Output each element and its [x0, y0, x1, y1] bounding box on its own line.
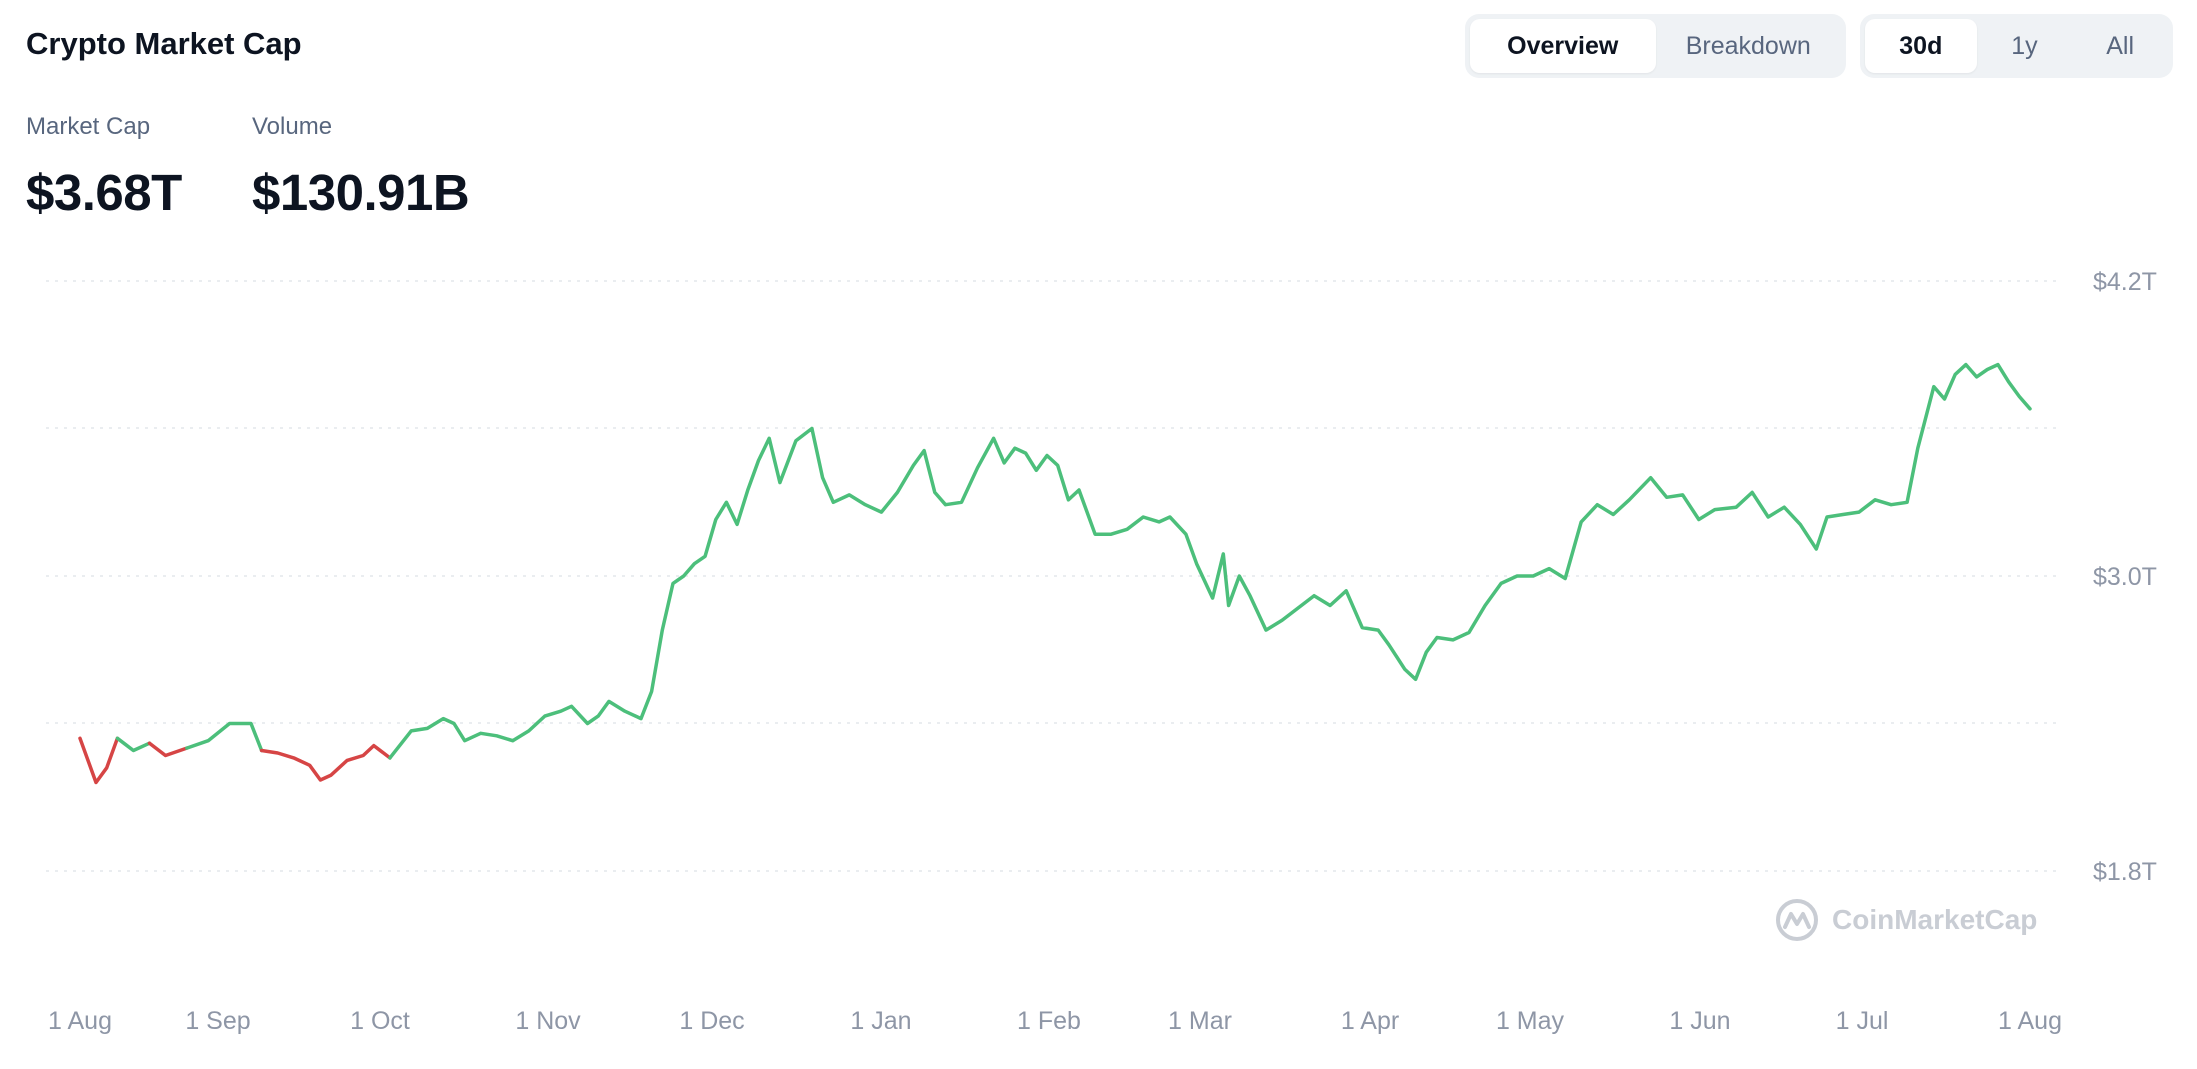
x-tick-label: 1 Apr	[1341, 1007, 1399, 1035]
volume-value: $130.91B	[252, 164, 470, 221]
x-tick-label: 1 Aug	[48, 1007, 112, 1035]
y-tick-label: $3.0T	[2093, 563, 2157, 591]
page-title: Crypto Market Cap	[26, 26, 302, 61]
series-line-down[interactable]	[78, 736, 120, 785]
tab-overview[interactable]: Overview	[1470, 19, 1656, 73]
range-toggle: 30d 1y All	[1860, 14, 2173, 78]
x-axis-ticks: 1 Aug 1 Sep 1 Oct 1 Nov 1 Dec 1 Jan 1 Feb 1 Mar…	[48, 1007, 2062, 1035]
view-toggle: Overview Breakdown	[1465, 14, 1846, 78]
y-tick-label: $4.2T	[2093, 268, 2157, 296]
y-axis-ticks: $4.2T $3.0T $1.8T	[2093, 268, 2157, 886]
series-line-up[interactable]	[388, 362, 2032, 760]
range-30d-button[interactable]: 30d	[1865, 19, 1977, 73]
chart-gridlines	[46, 280, 2062, 872]
series-line-up[interactable]	[185, 721, 264, 753]
series-line-up[interactable]	[115, 736, 152, 753]
x-tick-label: 1 May	[1496, 1007, 1565, 1035]
series-line-down[interactable]	[259, 743, 392, 782]
series-line-down[interactable]	[147, 741, 189, 758]
x-tick-label: 1 Jan	[850, 1007, 911, 1035]
market-cap-value: $3.68T	[26, 164, 182, 221]
chart-series[interactable]	[78, 362, 2032, 785]
watermark: CoinMarketCap	[1774, 897, 2037, 943]
x-tick-label: 1 Nov	[515, 1007, 581, 1035]
x-tick-label: 1 Jul	[1836, 1007, 1889, 1035]
x-tick-label: 1 Aug	[1998, 1007, 2062, 1035]
coinmarketcap-logo-icon	[1776, 899, 1818, 941]
y-tick-label: $1.8T	[2093, 858, 2157, 886]
range-1y-button[interactable]: 1y	[2011, 31, 2038, 60]
volume-metric: Volume $130.91B	[252, 113, 470, 222]
x-tick-label: 1 Feb	[1017, 1007, 1081, 1035]
x-tick-label: 1 Oct	[350, 1007, 410, 1035]
watermark-text: CoinMarketCap	[1832, 904, 2038, 935]
x-tick-label: 1 Mar	[1168, 1007, 1232, 1035]
tab-breakdown[interactable]: Breakdown	[1685, 31, 1811, 60]
volume-label: Volume	[252, 113, 333, 140]
range-all-button[interactable]: All	[2106, 31, 2135, 60]
market-cap-metric: Market Cap $3.68T	[26, 113, 182, 222]
market-cap-label: Market Cap	[26, 113, 151, 140]
x-tick-label: 1 Sep	[185, 1007, 250, 1035]
x-tick-label: 1 Jun	[1669, 1007, 1730, 1035]
x-tick-label: 1 Dec	[679, 1007, 744, 1035]
